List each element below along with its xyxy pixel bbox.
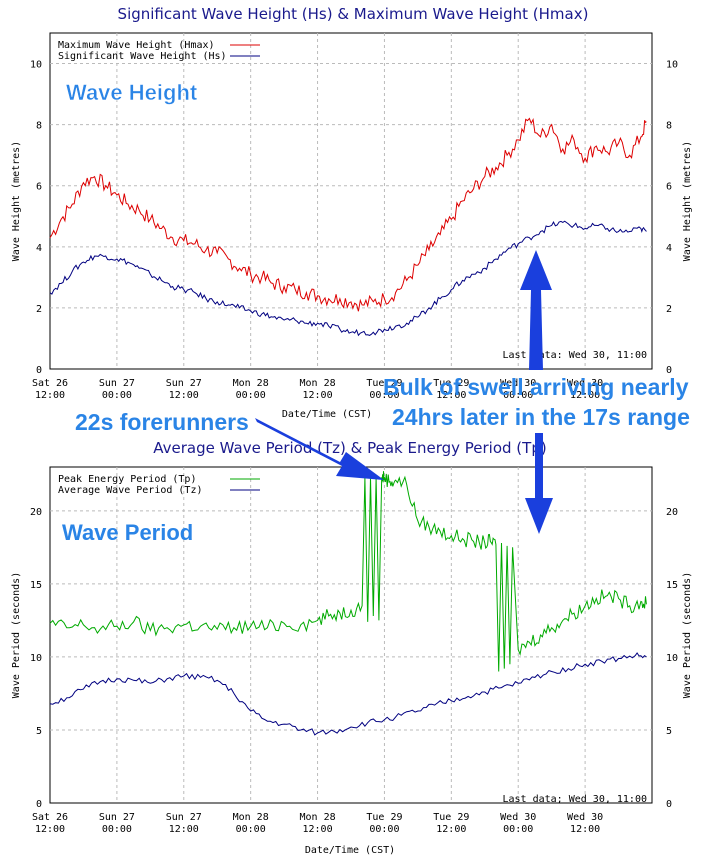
wave-period-series-1 [50,653,646,735]
wave-period-xtick-time: 00:00 [369,824,399,835]
wave-period-xtick-day: Sun 27 [166,812,202,823]
wave-period-xtick-day: Tue 29 [433,812,469,823]
wave-period-xtick-time: 00:00 [503,824,533,835]
wave-period-ylabel-right: Wave Period (seconds) [682,572,693,698]
wave-height-xtick-time: 00:00 [236,390,266,401]
wave-height-xtick-time: 12:00 [303,390,333,401]
wave-period-xtick-time: 12:00 [35,824,65,835]
wave-height-ytick-left: 2 [36,304,42,315]
wave-period-ylabel-left: Wave Period (seconds) [11,572,22,698]
wave-period-xtick-time: 00:00 [236,824,266,835]
wave-period-xtick-time: 00:00 [102,824,132,835]
wave-height-ytick-left: 0 [36,365,42,376]
wave-period-chart-title: Average Wave Period (Tz) & Peak Energy P… [153,439,546,457]
wave-period-xtick-day: Sat 26 [32,812,68,823]
wave-period-legend-label-1: Average Wave Period (Tz) [58,485,203,496]
wave-height-ytick-right: 6 [666,182,672,193]
wave-height-xtick-time: 00:00 [102,390,132,401]
wave-period-xtick-time: 12:00 [570,824,600,835]
wave-height-xtick-day: Sat 26 [32,378,68,389]
wave-period-ytick-right: 5 [666,726,672,737]
wave-height-xtick-time: 12:00 [169,390,199,401]
wave-height-panel-label: Wave Height [66,80,198,105]
wave-height-xtick-day: Sun 27 [99,378,135,389]
wave-period-plot-frame [50,467,652,803]
wave-period-ytick-left: 20 [30,507,42,518]
wave-height-ytick-left: 8 [36,121,42,132]
wave-period-panel-label: Wave Period [62,520,193,545]
wave-period-ytick-right: 0 [666,799,672,810]
wave-height-ytick-left: 10 [30,60,42,71]
wave-height-ytick-right: 2 [666,304,672,315]
wave-height-last-data: Last data: Wed 30, 11:00 [503,350,648,361]
wave-period-xtick-time: 12:00 [169,824,199,835]
wave-height-chart: Significant Wave Height (Hs) & Maximum W… [11,5,693,420]
wave-period-ytick-left: 0 [36,799,42,810]
wave-height-legend-label-0: Maximum Wave Height (Hmax) [58,40,215,51]
wave-height-xtick-day: Sun 27 [166,378,202,389]
wave-period-ytick-left: 15 [30,580,42,591]
wave-period-xtick-day: Mon 28 [299,812,335,823]
wave-height-xlabel: Date/Time (CST) [282,409,372,420]
wave-period-ytick-right: 15 [666,580,678,591]
wave-period-xlabel: Date/Time (CST) [305,845,395,856]
bulk-annotation-line2: 24hrs later in the 17s range [392,404,690,430]
wave-height-ytick-right: 4 [666,243,672,254]
wave-period-xtick-day: Sun 27 [99,812,135,823]
wave-period-xtick-day: Wed 30 [567,812,603,823]
wave-period-chart: Average Wave Period (Tz) & Peak Energy P… [11,439,693,856]
wave-height-series-0 [50,119,646,312]
wave-period-ytick-right: 20 [666,507,678,518]
wave-period-xtick-day: Mon 28 [233,812,269,823]
wave-height-ylabel-right: Wave Height (metres) [682,141,693,261]
wave-height-ytick-right: 8 [666,121,672,132]
wave-period-xtick-day: Wed 30 [500,812,536,823]
wave-period-series-0 [50,471,646,671]
wave-period-ytick-left: 5 [36,726,42,737]
wave-period-legend-label-0: Peak Energy Period (Tp) [58,474,196,485]
wave-height-xtick-day: Mon 28 [233,378,269,389]
wave-period-last-data: Last data; Wed 30, 11:00 [503,794,648,805]
wave-height-chart-title: Significant Wave Height (Hs) & Maximum W… [118,5,589,23]
wave-period-ytick-left: 10 [30,653,42,664]
wave-height-ytick-right: 10 [666,60,678,71]
forerunners-annotation: 22s forerunners [75,409,249,435]
wave-period-xtick-time: 12:00 [436,824,466,835]
wave-height-ytick-left: 6 [36,182,42,193]
wave-period-ytick-right: 10 [666,653,678,664]
wave-height-series-1 [50,221,646,335]
wave-height-legend-label-1: Significant Wave Height (Hs) [58,51,227,62]
wave-height-xtick-day: Mon 28 [299,378,335,389]
wave-height-ytick-left: 4 [36,243,42,254]
wave-height-xtick-time: 12:00 [35,390,65,401]
wave-period-xtick-day: Tue 29 [366,812,402,823]
wave-height-ylabel-left: Wave Height (metres) [11,141,22,261]
bulk-annotation-line1: Bulk of swell arriving nearly [383,374,689,400]
wave-period-xtick-time: 12:00 [303,824,333,835]
